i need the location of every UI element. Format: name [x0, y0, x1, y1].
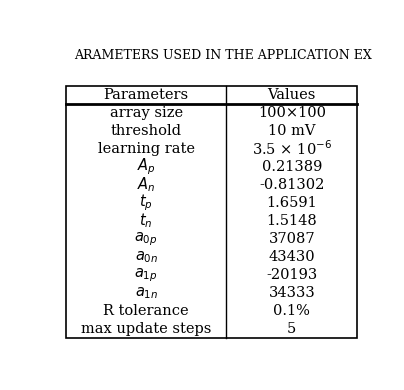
Text: 43430: 43430 — [269, 250, 315, 264]
Text: Values: Values — [267, 88, 316, 102]
Text: $t_p$: $t_p$ — [139, 193, 153, 213]
Text: ARAMETERS USED IN THE APPLICATION EX: ARAMETERS USED IN THE APPLICATION EX — [74, 49, 372, 62]
Text: $A_p$: $A_p$ — [137, 157, 156, 177]
Text: $a_{0n}$: $a_{0n}$ — [135, 249, 158, 265]
Text: 1.6591: 1.6591 — [267, 196, 317, 210]
Text: array size: array size — [109, 106, 183, 120]
Text: 1.5148: 1.5148 — [267, 214, 317, 228]
Text: $a_{0p}$: $a_{0p}$ — [135, 230, 158, 248]
Text: $t_n$: $t_n$ — [139, 212, 153, 230]
Text: 34333: 34333 — [268, 286, 315, 300]
Text: 3.5 × 10$^{-6}$: 3.5 × 10$^{-6}$ — [252, 140, 332, 158]
Text: max update steps: max update steps — [81, 322, 211, 336]
Text: 37087: 37087 — [269, 232, 315, 246]
Text: $a_{1p}$: $a_{1p}$ — [135, 266, 158, 284]
Text: -0.81302: -0.81302 — [259, 178, 324, 192]
Text: -20193: -20193 — [266, 268, 318, 282]
Text: 100×100: 100×100 — [258, 106, 326, 120]
Text: 0.1%: 0.1% — [274, 304, 310, 318]
Text: learning rate: learning rate — [98, 142, 195, 156]
Text: Parameters: Parameters — [104, 88, 189, 102]
Text: R tolerance: R tolerance — [103, 304, 189, 318]
Text: 0.21389: 0.21389 — [262, 160, 322, 174]
Text: $A_n$: $A_n$ — [137, 176, 156, 194]
Text: 10 mV: 10 mV — [268, 124, 316, 138]
Text: threshold: threshold — [111, 124, 182, 138]
Text: $a_{1n}$: $a_{1n}$ — [135, 285, 158, 301]
Text: 5: 5 — [287, 322, 297, 336]
